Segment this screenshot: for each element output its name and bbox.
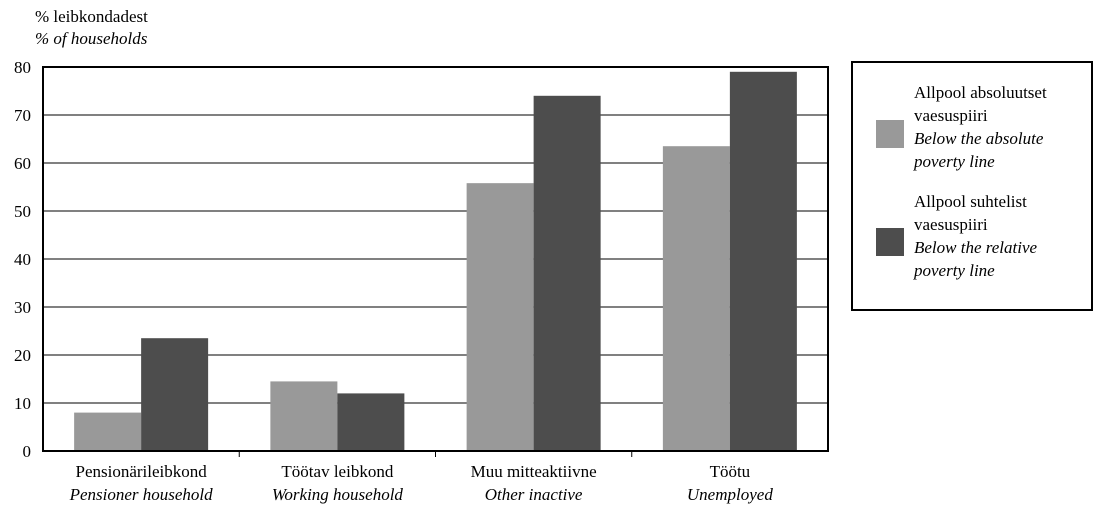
legend-box xyxy=(851,61,1093,311)
y-tick-label: 30 xyxy=(14,298,31,317)
bar-absolute xyxy=(74,412,142,451)
bar-absolute xyxy=(466,183,534,451)
bar-absolute xyxy=(270,381,338,451)
x-tick-label: Muu mitteaktiivne xyxy=(471,462,597,481)
x-tick-label: Pensionärileibkond xyxy=(75,462,207,481)
bar-relative xyxy=(337,393,405,451)
bar-relative xyxy=(533,95,601,452)
y-tick-label: 50 xyxy=(14,202,31,221)
y-tick-label: 0 xyxy=(23,442,32,461)
x-tick-label: Töötu xyxy=(710,462,751,481)
legend-swatch-relative xyxy=(876,228,904,256)
y-tick-label: 80 xyxy=(14,58,31,77)
legend-label-relative-en-1: Below the relative xyxy=(914,238,1038,257)
bar-absolute xyxy=(662,146,730,451)
y-tick-label: 20 xyxy=(14,346,31,365)
legend-label-absolute-et-2: vaesuspiiri xyxy=(914,106,988,125)
x-tick-label-english: Unemployed xyxy=(687,485,773,504)
legend-label-relative-et-2: vaesuspiiri xyxy=(914,215,988,234)
bar-relative xyxy=(141,338,209,451)
legend-label-absolute-et-1: Allpool absoluutset xyxy=(914,83,1047,102)
legend-swatch-absolute xyxy=(876,120,904,148)
y-axis-label-english: % of households xyxy=(35,29,148,48)
legend-label-absolute-en-1: Below the absolute xyxy=(914,129,1044,148)
x-tick-label-english: Pensioner household xyxy=(69,485,214,504)
bar-relative xyxy=(729,71,797,452)
legend: Allpool absoluutset vaesuspiiri Below th… xyxy=(851,61,1093,311)
y-axis-label: % leibkondadest xyxy=(35,7,148,26)
x-tick-label: Töötav leibkond xyxy=(281,462,393,481)
y-tick-label: 10 xyxy=(14,394,31,413)
legend-label-relative-et-1: Allpool suhtelist xyxy=(914,192,1027,211)
legend-label-relative-en-2: poverty line xyxy=(913,261,995,280)
x-tick-label-english: Working household xyxy=(272,485,404,504)
x-tick-label-english: Other inactive xyxy=(485,485,583,504)
y-tick-label: 40 xyxy=(14,250,31,269)
y-tick-label: 70 xyxy=(14,106,31,125)
y-tick-label: 60 xyxy=(14,154,31,173)
legend-label-absolute-en-2: poverty line xyxy=(913,152,995,171)
